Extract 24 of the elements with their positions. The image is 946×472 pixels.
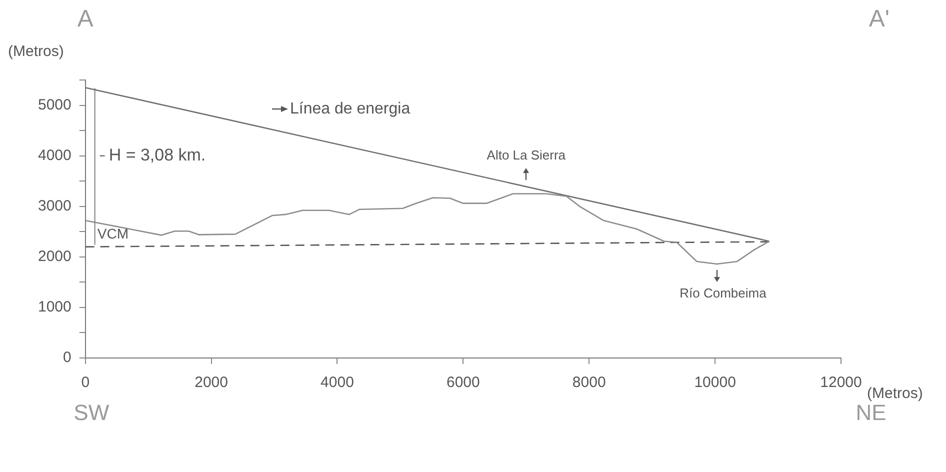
y-tick-label: 2000 bbox=[38, 248, 72, 266]
y-tick-label: 1000 bbox=[38, 298, 72, 316]
x-tick-label: 12000 bbox=[820, 374, 862, 392]
text: NE bbox=[856, 400, 886, 426]
x-tick-label: 4000 bbox=[320, 374, 354, 392]
annotation: H = 3,08 km. bbox=[108, 146, 206, 165]
y-tick-label: 0 bbox=[63, 349, 72, 366]
y-tick-label: 5000 bbox=[38, 96, 72, 114]
x-tick-label: 2000 bbox=[194, 374, 228, 392]
text: A bbox=[77, 6, 94, 33]
annotation: VCM bbox=[97, 226, 128, 242]
text: A' bbox=[868, 6, 890, 33]
y-axis-title: (Metros) bbox=[8, 43, 64, 60]
text: SW bbox=[74, 400, 110, 426]
x-tick-label: 6000 bbox=[446, 374, 480, 392]
x-tick-label: 0 bbox=[81, 374, 90, 392]
annotation: Alto La Sierra bbox=[486, 147, 566, 162]
y-tick-label: 3000 bbox=[38, 198, 72, 215]
series-label: Línea de energia bbox=[290, 100, 410, 118]
y-tick-label: 4000 bbox=[38, 146, 72, 164]
x-axis-title: (Metros) bbox=[867, 385, 923, 402]
x-tick-label: 10000 bbox=[694, 374, 736, 392]
x-tick-label: 8000 bbox=[572, 374, 606, 392]
annotation: Río Combeima bbox=[680, 286, 768, 301]
